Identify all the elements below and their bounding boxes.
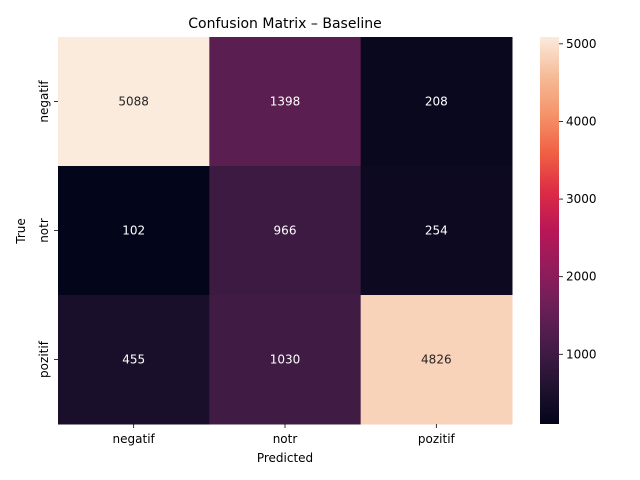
cell-value-label: 966 [274,224,297,238]
colorbar-tick-label: 3000 [566,192,597,206]
heatmap-cell [209,37,362,167]
heatmap-cell [58,37,210,167]
colorbar [540,37,559,424]
x-axis-label: Predicted [257,451,313,465]
heatmap-cell [58,166,210,296]
heatmap-annotations: 5088 1398 208 102 966 254 455 1030 4826 [118,95,451,367]
cell-value-label: 254 [425,224,448,238]
y-tick-label: pozitif [37,340,51,378]
x-tick-label: pozitif [418,432,456,446]
y-axis-label: True [14,218,28,245]
chart-title: Confusion Matrix – Baseline [188,16,381,32]
y-axis-ticks: negatif notr pozitif [37,80,58,378]
cell-value-label: 1030 [270,353,301,367]
colorbar-tick-label: 2000 [566,270,597,284]
colorbar-tick-label: 5000 [566,37,597,51]
heatmap-cell [360,166,513,296]
cell-value-label: 5088 [118,95,149,109]
heatmap-cell [360,295,513,425]
cell-value-label: 1398 [270,95,301,109]
heatmap-cell [360,37,513,167]
colorbar-tick-label: 4000 [566,114,597,128]
y-tick-label: notr [37,218,51,243]
x-tick-label: negatif [113,432,156,446]
colorbar-ticks: 1000 2000 3000 4000 5000 [559,37,597,361]
heatmap-cell [209,295,362,425]
cell-value-label: 4826 [421,353,452,367]
heatmap-cells [58,37,513,425]
heatmap-cell [58,295,210,425]
heatmap-cell [209,166,362,296]
x-tick-label: notr [273,432,298,446]
colorbar-tick-label: 1000 [566,347,597,361]
cell-value-label: 102 [122,224,145,238]
y-tick-label: negatif [37,80,51,123]
cell-value-label: 455 [122,353,145,367]
x-axis-ticks: negatif notr pozitif [113,424,456,446]
cell-value-label: 208 [425,95,448,109]
